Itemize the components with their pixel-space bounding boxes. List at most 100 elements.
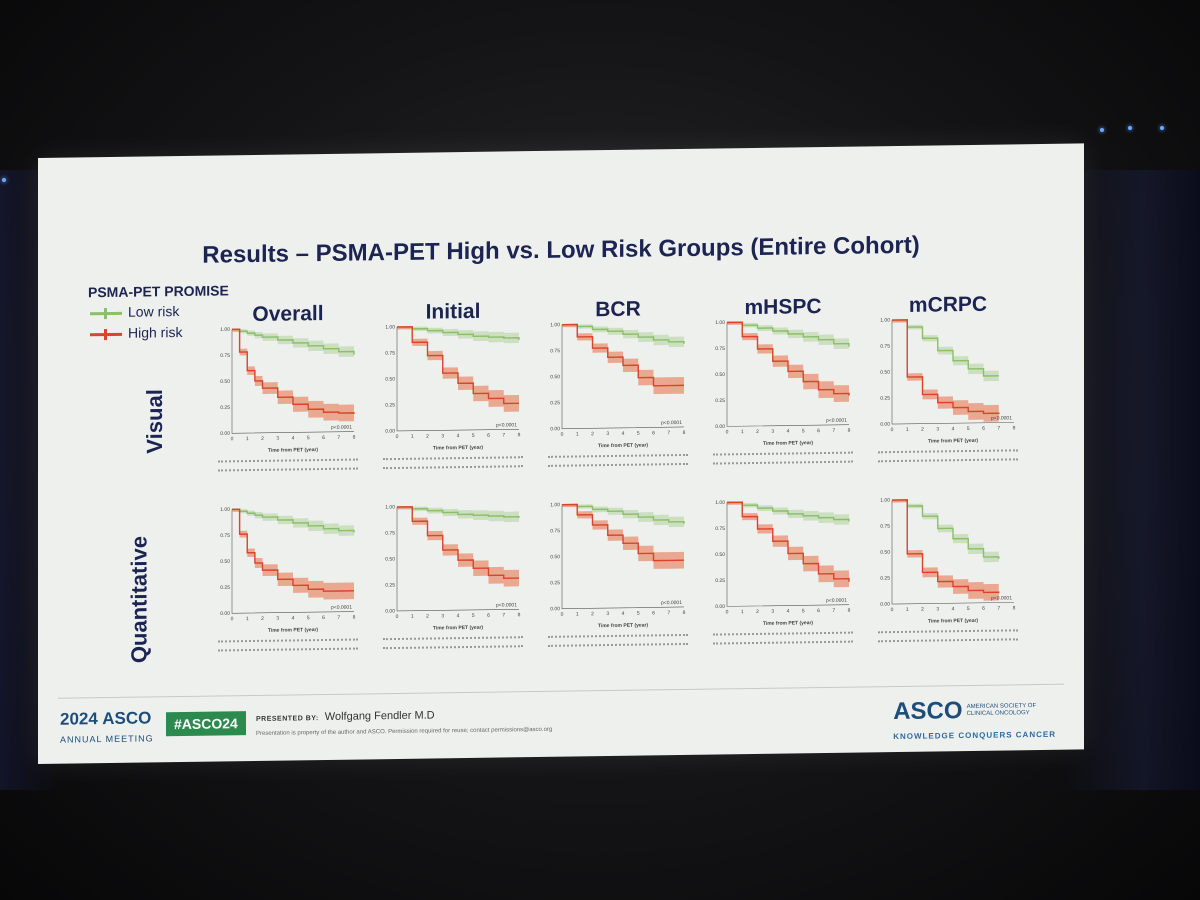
y-tick-label: 1.00 [550, 322, 560, 328]
y-tick-label: 0.00 [880, 422, 890, 428]
x-tick-label: 8 [353, 615, 356, 621]
x-tick-label: 1 [246, 616, 249, 622]
y-tick-label: 0.75 [550, 348, 560, 354]
legend-low-risk-icon [90, 311, 122, 316]
x-tick-label: 0 [726, 609, 729, 615]
y-tick-label: 0.50 [715, 552, 725, 558]
axis-lines [231, 509, 354, 614]
x-tick-label: 7 [997, 426, 1000, 432]
x-tick-label: 2 [426, 434, 429, 440]
x-tick-label: 3 [606, 611, 609, 617]
axis-lines [561, 324, 684, 429]
y-tick-label: 0.00 [220, 611, 230, 617]
x-tick-label: 3 [276, 616, 279, 622]
y-tick-label: 0.25 [550, 580, 560, 586]
x-tick-label: 4 [457, 613, 460, 619]
x-tick-label: 4 [292, 435, 295, 441]
ci-band-high-risk [397, 326, 519, 412]
x-tick-label: 5 [307, 615, 310, 621]
y-tick-label: 0.75 [715, 526, 725, 532]
y-tick-label: 0.50 [220, 379, 230, 385]
survival-curve-high-risk [727, 501, 850, 582]
x-tick-label: 6 [652, 610, 655, 616]
survival-curve-low-risk [397, 506, 520, 518]
y-tick-label: 0.50 [880, 550, 890, 556]
row-header-quantitative: Quantitative [126, 535, 152, 664]
x-tick-label: 7 [667, 430, 670, 436]
x-tick-label: 6 [322, 615, 325, 621]
x-tick-label: 6 [322, 435, 325, 441]
asco-society-name: AMERICAN SOCIETY OF CLINICAL ONCOLOGY [966, 703, 1037, 718]
x-tick-label: 4 [457, 433, 460, 439]
asco-tagline: KNOWLEDGE CONQUERS CANCER [893, 729, 1056, 742]
x-tick-label: 5 [967, 426, 970, 432]
x-tick-label: 4 [787, 609, 790, 615]
y-tick-label: 1.00 [715, 320, 725, 326]
km-plot-quantitative-overall: 0.00 0.25 0.50 0.75 1.00 0 1 2 3 4 5 6 7 8 Time from P… [220, 507, 356, 634]
x-tick-label: 7 [337, 615, 340, 621]
axis-lines [561, 504, 684, 609]
row-header-visual: Visual [142, 388, 168, 454]
y-tick-label: 0.25 [715, 578, 725, 584]
survival-curve-high-risk [397, 326, 519, 405]
y-tick-label: 1.00 [550, 502, 560, 508]
x-tick-label: 1 [741, 609, 744, 615]
p-value-label: p<0.0001 [826, 598, 847, 604]
p-value-label: p<0.0001 [661, 420, 682, 426]
x-tick-label: 2 [921, 607, 924, 613]
stage-light [2, 178, 6, 182]
x-axis-label: Time from PET (year) [763, 440, 814, 447]
y-tick-label: 0.25 [220, 405, 230, 411]
x-tick-label: 6 [487, 613, 490, 619]
meeting-year: 2024 [60, 709, 98, 729]
x-tick-label: 0 [396, 434, 399, 440]
y-tick-label: 0.25 [220, 585, 230, 591]
km-plot-grid: 0.00 0.25 0.50 0.75 1.00 0 1 2 3 4 5 6 7 8 Time from P… [38, 143, 1084, 655]
x-tick-label: 3 [441, 433, 444, 439]
x-tick-label: 4 [952, 606, 955, 612]
ci-band-high-risk [397, 506, 519, 587]
km-plot-visual-mcrpc: 0.00 0.25 0.50 0.75 1.00 0 1 2 3 4 5 6 7 8 Time from P… [880, 318, 1016, 445]
y-tick-label: 0.75 [220, 353, 230, 359]
axis-lines [396, 506, 519, 612]
x-tick-label: 7 [337, 435, 340, 441]
x-axis-label: Time from PET (year) [928, 438, 979, 445]
survival-curve-high-risk [727, 321, 850, 396]
numbers-at-risk-row [548, 452, 688, 470]
x-tick-label: 6 [817, 428, 820, 434]
x-tick-label: 3 [276, 436, 279, 442]
x-tick-label: 3 [936, 426, 939, 432]
y-tick-label: 0.75 [550, 528, 560, 534]
y-tick-label: 0.50 [385, 377, 395, 383]
survival-curve-low-risk [727, 501, 850, 522]
x-tick-label: 0 [396, 614, 399, 620]
survival-curve-high-risk [397, 506, 519, 580]
x-tick-label: 1 [906, 607, 909, 613]
numbers-at-risk-row [713, 450, 853, 468]
km-plot-visual-mhspc: 0.00 0.25 0.50 0.75 1.00 0 1 2 3 4 5 6 7 8 Time from P… [715, 320, 850, 447]
presented-by-label: PRESENTED BY: [256, 715, 319, 723]
x-tick-label: 2 [261, 436, 264, 442]
p-value-label: p<0.0001 [331, 425, 352, 431]
x-tick-label: 1 [246, 436, 249, 442]
x-tick-label: 8 [683, 430, 686, 436]
y-tick-label: 0.75 [880, 524, 890, 530]
x-tick-label: 0 [231, 616, 234, 622]
x-tick-label: 0 [561, 612, 564, 618]
y-tick-label: 0.00 [385, 429, 395, 435]
y-tick-label: 0.75 [385, 531, 395, 537]
x-axis-label: Time from PET (year) [268, 447, 319, 454]
y-tick-label: 1.00 [385, 505, 395, 511]
p-value-label: p<0.0001 [991, 595, 1012, 601]
y-tick-label: 0.00 [880, 602, 890, 608]
y-tick-label: 0.00 [715, 604, 725, 610]
x-tick-label: 5 [637, 611, 640, 617]
y-tick-label: 0.75 [220, 533, 230, 539]
ci-band-low-risk [562, 324, 684, 349]
y-tick-label: 0.00 [715, 424, 725, 430]
meeting-name: ASCO [102, 708, 152, 729]
x-tick-label: 8 [1013, 425, 1016, 431]
x-tick-label: 0 [891, 427, 894, 433]
x-tick-label: 6 [652, 430, 655, 436]
x-tick-label: 7 [832, 428, 835, 434]
